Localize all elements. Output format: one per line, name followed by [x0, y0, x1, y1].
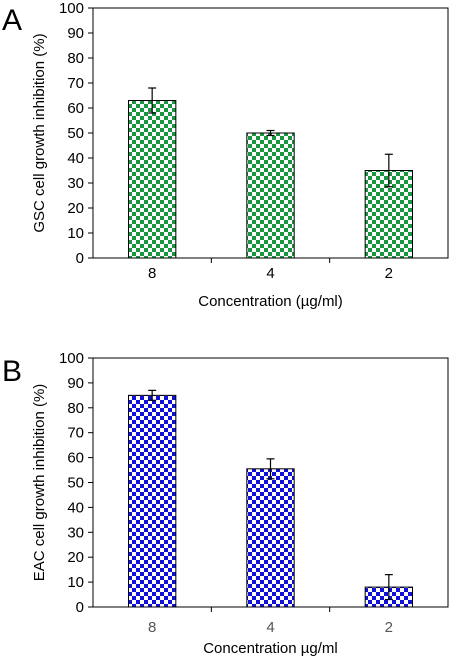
panel-b-chart: B 0 10 20 30 40 50 60 70 80 90 100 8 4 2 Concentration … [2, 350, 449, 657]
y-tick-label: 90 [67, 25, 84, 42]
y-tick-label: 40 [67, 150, 84, 167]
y-tick-label: 20 [67, 200, 84, 217]
y-axis-title: EAC cell growth inhibition (%) [31, 384, 48, 582]
y-tick-label: 0 [76, 250, 84, 267]
y-tick-label: 70 [67, 425, 84, 442]
x-tick-label: 4 [266, 619, 274, 636]
y-tick-label: 30 [67, 524, 84, 541]
y-tick-label: 60 [67, 450, 84, 467]
y-tick-label: 50 [67, 475, 84, 492]
y-tick-label: 20 [67, 549, 84, 566]
bar [246, 132, 295, 259]
y-tick-label: 0 [76, 599, 84, 616]
y-tick-label: 100 [59, 0, 84, 17]
x-tick-label: 8 [148, 619, 156, 636]
y-tick-label: 70 [67, 75, 84, 92]
y-tick-label: 80 [67, 400, 84, 417]
panel-label: A [2, 4, 22, 37]
x-tick-label: 8 [148, 265, 156, 282]
y-tick-label: 10 [67, 225, 84, 242]
y-tick-label: 50 [67, 125, 84, 142]
bar [128, 394, 177, 608]
panel-label: B [2, 355, 22, 388]
bar [246, 468, 295, 608]
y-tick-label: 40 [67, 499, 84, 516]
bar [128, 100, 177, 259]
y-tick-label: 60 [67, 100, 84, 117]
y-tick-label: 30 [67, 175, 84, 192]
x-axis-title: Concentration µg/ml [203, 640, 338, 657]
x-tick-label: 2 [385, 619, 393, 636]
y-tick-label: 90 [67, 375, 84, 392]
y-axis-title: GSC cell growth inhibition (%) [31, 33, 48, 232]
y-tick-label: 80 [67, 50, 84, 67]
x-axis-title: Concentration (µg/ml) [198, 293, 343, 310]
panel-a-chart: A 0 10 20 30 40 50 60 70 80 90 100 8 4 2 Concentration … [2, 0, 449, 310]
x-tick-label: 2 [385, 265, 393, 282]
y-tick-label: 10 [67, 574, 84, 591]
y-tick-label: 100 [59, 350, 84, 367]
x-tick-label: 4 [266, 265, 274, 282]
